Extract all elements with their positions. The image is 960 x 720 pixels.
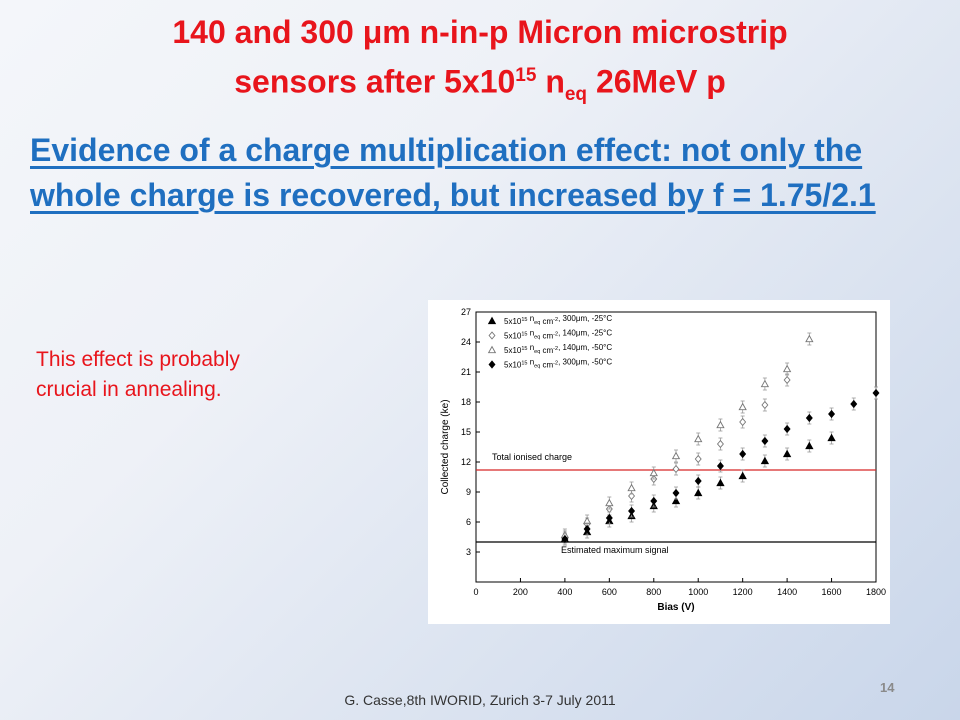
legend-entry: 5x1015 neq cm-2, 140μm, -50°C xyxy=(504,343,612,355)
x-tick-label: 1800 xyxy=(866,587,886,597)
x-tick-label: 0 xyxy=(473,587,478,597)
title-superscript: 15 xyxy=(515,65,537,86)
legend-marker xyxy=(488,360,496,369)
data-point xyxy=(627,483,636,492)
y-tick-label: 27 xyxy=(461,307,471,317)
x-tick-label: 1000 xyxy=(688,587,708,597)
y-tick-label: 9 xyxy=(466,487,471,497)
data-point xyxy=(805,334,814,343)
y-tick-label: 15 xyxy=(461,427,471,437)
y-tick-label: 18 xyxy=(461,397,471,407)
data-point xyxy=(782,449,792,458)
y-tick-label: 6 xyxy=(466,517,471,527)
data-point xyxy=(694,454,702,464)
reference-line-label: Estimated maximum signal xyxy=(561,545,669,555)
data-point xyxy=(761,436,769,446)
data-point xyxy=(805,441,814,450)
title-text-part: sensors after 5x10 xyxy=(234,63,516,100)
data-point xyxy=(739,417,747,427)
y-axis-label: Collected charge (ke) xyxy=(440,399,451,494)
title-subscript: eq xyxy=(564,84,588,106)
x-tick-label: 1600 xyxy=(822,587,842,597)
x-tick-label: 800 xyxy=(646,587,661,597)
data-point xyxy=(782,364,792,373)
data-point xyxy=(716,439,724,449)
data-point xyxy=(583,524,591,534)
x-axis-label: Bias (V) xyxy=(657,602,694,613)
data-series xyxy=(561,386,880,546)
footer-citation: G. Casse,8th IWORID, Zurich 3-7 July 201… xyxy=(344,692,616,708)
x-tick-label: 600 xyxy=(602,587,617,597)
chart-panel: 0 200 400 600 800 1000 1200 1400 1600 1800 3 6 9 12 15… xyxy=(428,300,890,624)
reference-line-label: Total ionised charge xyxy=(492,452,572,462)
data-point xyxy=(649,468,658,477)
scatter-chart: 0 200 400 600 800 1000 1200 1400 1600 1800 3 6 9 12 15… xyxy=(440,307,886,613)
data-point xyxy=(716,420,725,429)
slide-subtitle: Evidence of a charge multiplication effe… xyxy=(30,132,876,213)
legend-entry: 5x1015 neq cm-2, 300μm, -25°C xyxy=(504,314,612,326)
legend-marker xyxy=(488,331,496,340)
title-mu-symbol: μ xyxy=(362,14,383,50)
plot-frame xyxy=(475,311,877,583)
data-point xyxy=(828,409,836,419)
data-point xyxy=(783,424,791,434)
data-point xyxy=(850,399,858,409)
data-point xyxy=(672,488,680,498)
data-series xyxy=(560,431,836,546)
y-tick-label: 12 xyxy=(461,457,471,467)
y-tick-label: 3 xyxy=(466,547,471,557)
data-point xyxy=(738,402,747,411)
data-point xyxy=(671,496,681,505)
y-tick-label: 24 xyxy=(461,337,471,347)
data-point xyxy=(671,451,681,460)
data-point xyxy=(605,513,613,523)
x-tick-label: 1400 xyxy=(777,587,797,597)
title-text-part: m n-in-p Micron microstrip xyxy=(382,14,788,50)
x-tick-label: 400 xyxy=(557,587,572,597)
data-point xyxy=(872,388,880,398)
data-point xyxy=(760,456,770,465)
data-point xyxy=(694,488,703,497)
y-tick-label: 21 xyxy=(461,367,471,377)
page-number: 14 xyxy=(880,680,895,695)
data-point xyxy=(650,496,658,506)
data-point xyxy=(561,534,569,544)
data-point xyxy=(716,461,724,471)
data-point xyxy=(805,413,813,423)
x-tick-label: 200 xyxy=(513,587,528,597)
data-point xyxy=(738,471,747,480)
legend-entry: 5x1015 neq cm-2, 300μm, -50°C xyxy=(504,358,612,370)
data-point xyxy=(605,498,614,507)
legend-marker xyxy=(487,316,497,325)
data-point xyxy=(694,476,702,486)
data-series xyxy=(561,373,791,544)
data-point xyxy=(783,375,791,385)
slide-title: 140 and 300 μm n-in-p Micron microstrip … xyxy=(0,10,960,117)
data-point xyxy=(760,379,770,388)
title-line-1: 140 and 300 μm n-in-p Micron microstrip xyxy=(0,10,960,54)
legend-entry: 5x1015 neq cm-2, 140μm, -25°C xyxy=(504,329,612,341)
title-text-part: 140 and 300 xyxy=(172,14,363,50)
data-point xyxy=(739,449,747,459)
data-point xyxy=(761,400,769,410)
title-line-2: sensors after 5x1015 neq 26MeV p xyxy=(0,54,960,117)
data-point xyxy=(827,433,836,442)
data-point xyxy=(628,506,636,516)
legend-marker xyxy=(487,345,497,354)
data-point xyxy=(694,434,703,443)
data-point xyxy=(672,464,680,474)
data-point xyxy=(716,478,725,487)
title-text-part: n xyxy=(536,63,565,100)
side-note: This effect is probably crucial in annea… xyxy=(36,348,240,401)
x-tick-label: 1200 xyxy=(733,587,753,597)
title-text-part: 26MeV p xyxy=(587,63,726,100)
